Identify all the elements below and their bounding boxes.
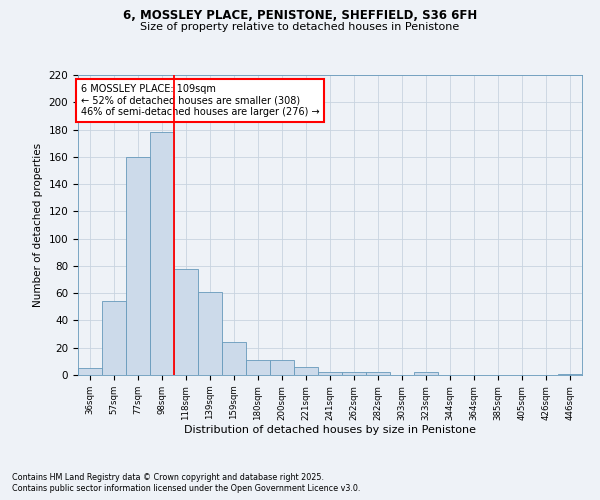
Bar xyxy=(294,367,318,375)
Y-axis label: Number of detached properties: Number of detached properties xyxy=(33,143,43,307)
Bar xyxy=(102,302,126,375)
Text: Contains HM Land Registry data © Crown copyright and database right 2025.: Contains HM Land Registry data © Crown c… xyxy=(12,472,324,482)
Bar xyxy=(78,368,102,375)
Bar xyxy=(198,292,222,375)
Text: Contains public sector information licensed under the Open Government Licence v3: Contains public sector information licen… xyxy=(12,484,361,493)
Bar xyxy=(414,372,438,375)
Bar xyxy=(318,372,342,375)
Bar xyxy=(342,372,366,375)
Bar xyxy=(270,360,294,375)
X-axis label: Distribution of detached houses by size in Penistone: Distribution of detached houses by size … xyxy=(184,425,476,435)
Bar xyxy=(558,374,582,375)
Bar xyxy=(150,132,174,375)
Bar xyxy=(174,268,198,375)
Bar xyxy=(222,342,246,375)
Text: Size of property relative to detached houses in Penistone: Size of property relative to detached ho… xyxy=(140,22,460,32)
Bar xyxy=(366,372,390,375)
Text: 6, MOSSLEY PLACE, PENISTONE, SHEFFIELD, S36 6FH: 6, MOSSLEY PLACE, PENISTONE, SHEFFIELD, … xyxy=(123,9,477,22)
Bar xyxy=(246,360,270,375)
Text: 6 MOSSLEY PLACE: 109sqm
← 52% of detached houses are smaller (308)
46% of semi-d: 6 MOSSLEY PLACE: 109sqm ← 52% of detache… xyxy=(80,84,319,117)
Bar xyxy=(126,157,150,375)
